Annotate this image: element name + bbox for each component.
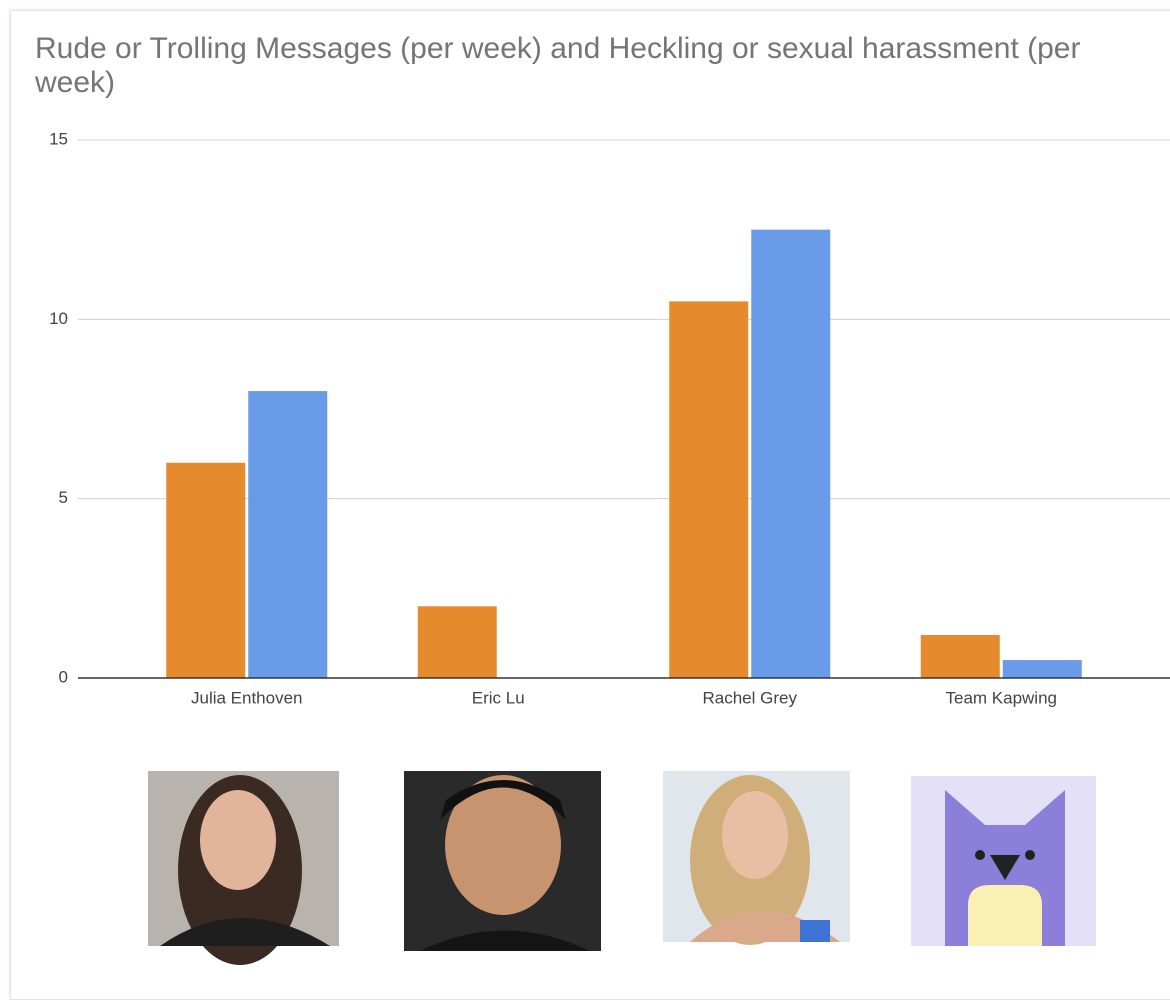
x-tick-label: Julia Enthoven <box>191 688 303 707</box>
x-tick-label: Eric Lu <box>472 688 525 707</box>
bar <box>921 635 1000 678</box>
y-tick-label: 0 <box>59 667 68 686</box>
bar <box>751 230 830 678</box>
bar <box>669 301 748 678</box>
y-tick-label: 10 <box>49 309 68 328</box>
x-tick-label: Team Kapwing <box>945 688 1057 707</box>
chart: 0 5 10 15 Julia Enthoven Eric Lu Rachel Grey Te… <box>0 0 1170 984</box>
bar <box>418 606 497 678</box>
bar <box>248 391 327 678</box>
photo-julia <box>148 771 339 965</box>
x-tick-label: Rachel Grey <box>703 688 798 707</box>
photo-kapwing-cat <box>911 776 1096 946</box>
photo-eric <box>404 771 601 951</box>
bar <box>166 463 245 678</box>
page: Rude or Trolling Messages (per week) and… <box>0 0 1170 984</box>
bar <box>1003 660 1082 678</box>
y-tick-label: 15 <box>49 129 68 148</box>
y-tick-label: 5 <box>59 488 68 507</box>
photo-rachel <box>663 771 850 945</box>
